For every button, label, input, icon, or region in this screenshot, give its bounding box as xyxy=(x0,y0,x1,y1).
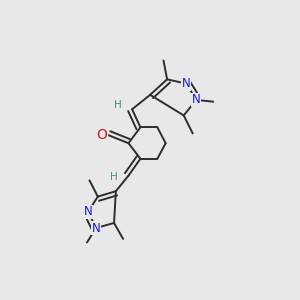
Text: H: H xyxy=(110,172,118,182)
Text: N: N xyxy=(182,77,190,90)
Text: N: N xyxy=(84,205,92,218)
Text: N: N xyxy=(92,221,100,235)
Text: O: O xyxy=(97,128,108,142)
Text: H: H xyxy=(114,100,122,110)
Text: N: N xyxy=(192,93,201,106)
